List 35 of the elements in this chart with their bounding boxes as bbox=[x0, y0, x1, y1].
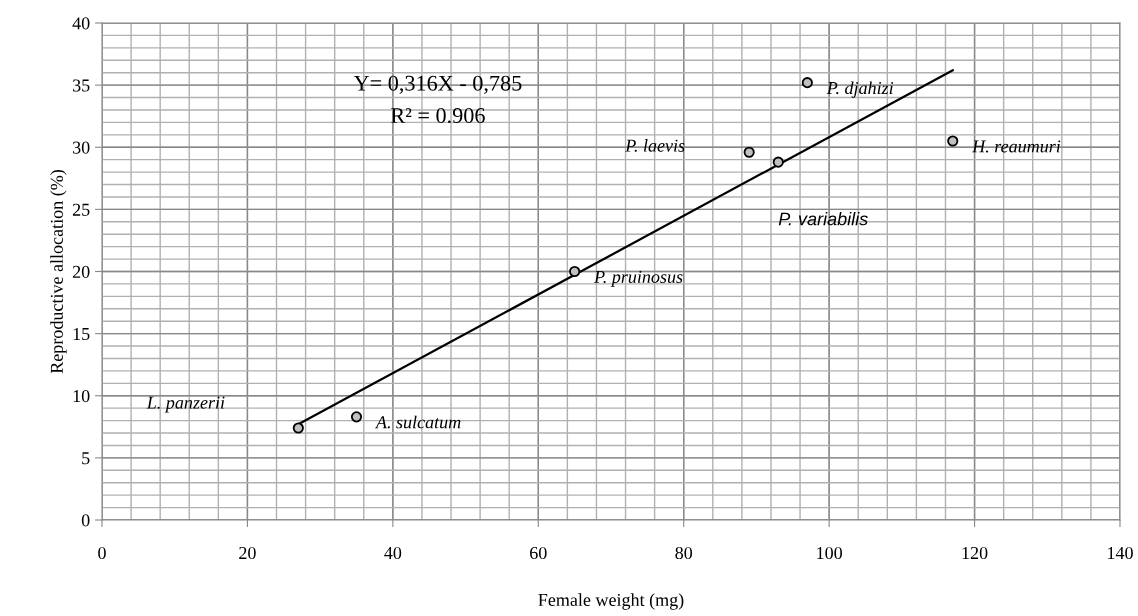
point bbox=[801, 77, 813, 89]
annotation: P. djahizi bbox=[826, 81, 894, 98]
point bbox=[569, 265, 581, 278]
x-tick-label: 80 bbox=[675, 546, 693, 560]
point bbox=[743, 146, 755, 158]
x-tick-label: 120 bbox=[962, 546, 988, 560]
point bbox=[292, 422, 304, 434]
x-tick-label: 40 bbox=[384, 546, 402, 560]
x-tick-label: 100 bbox=[817, 546, 842, 560]
x-axis-title: Female weight (mg) bbox=[538, 593, 684, 610]
y-tick-label: 25 bbox=[72, 203, 90, 216]
point bbox=[772, 156, 784, 168]
point bbox=[947, 135, 959, 147]
y-tick-label: 20 bbox=[72, 265, 90, 278]
y-tick-label: 35 bbox=[73, 79, 90, 92]
point bbox=[350, 411, 363, 423]
x-tick-label: 20 bbox=[239, 546, 256, 560]
y-tick-label: 15 bbox=[73, 327, 90, 341]
annotation: L. panzerii bbox=[146, 396, 225, 413]
x-tick-label: 60 bbox=[530, 546, 547, 560]
annotation: A. sulcatum bbox=[374, 415, 461, 429]
annotation: P. pruinosus bbox=[593, 270, 683, 287]
annotation: H. reaumuri bbox=[972, 140, 1061, 153]
y-tick-label: 0 bbox=[81, 514, 90, 527]
annotation: Y= 0,316X - 0,785 bbox=[353, 75, 522, 94]
y-tick-label: 5 bbox=[82, 452, 90, 465]
x-tick-label: 140 bbox=[1108, 546, 1133, 560]
annotation: P. laevis bbox=[625, 139, 685, 152]
annotation: P. variabilis bbox=[778, 212, 868, 226]
y-axis-title: Reproductive allocation (%) bbox=[50, 170, 67, 374]
y-tick-label: 40 bbox=[72, 17, 90, 30]
annotation: R² = 0.906 bbox=[391, 108, 485, 124]
y-tick-label: 30 bbox=[73, 141, 90, 154]
x-tick-label: 0 bbox=[98, 546, 106, 560]
y-tick-label: 10 bbox=[73, 390, 90, 403]
